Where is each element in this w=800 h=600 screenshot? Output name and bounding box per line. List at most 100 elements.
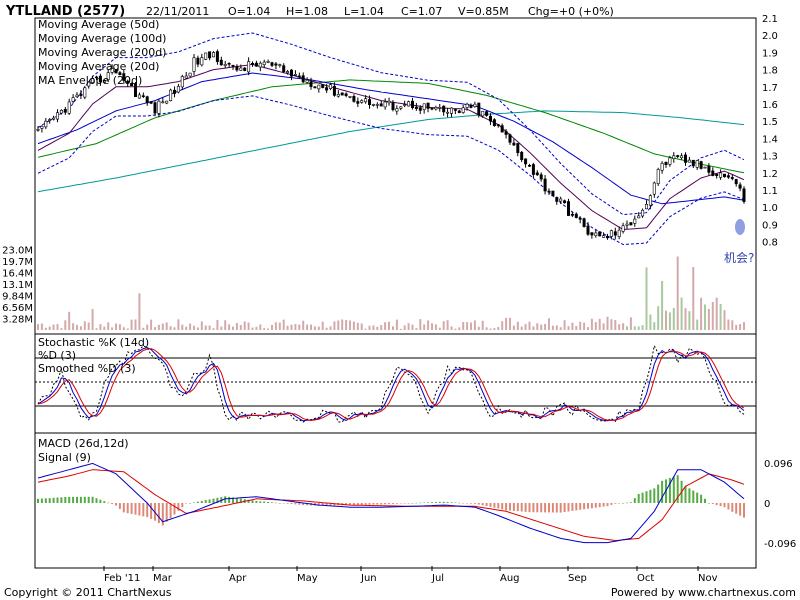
macd-histogram-bar — [512, 503, 515, 511]
price-candle-body — [422, 103, 426, 110]
macd-histogram-bar — [44, 498, 47, 503]
legend-stoch-smoothed: Smoothed %D (3) — [38, 362, 136, 375]
volume-bar — [672, 307, 675, 330]
macd-histogram-bar — [376, 503, 379, 505]
macd-histogram-bar — [419, 502, 422, 504]
volume-tick-label: 13.1M — [2, 280, 33, 291]
macd-histogram-bar — [548, 503, 550, 513]
volume-bar — [193, 325, 195, 330]
price-candle-body — [176, 86, 180, 93]
volume-bar — [629, 317, 632, 330]
price-candle-body — [317, 84, 321, 90]
price-tick-label: 1.3 — [762, 152, 778, 163]
macd-histogram-bar — [232, 497, 234, 503]
price-candle-body — [379, 103, 383, 107]
price-candle-body — [360, 100, 364, 103]
macd-histogram-bar — [204, 500, 207, 503]
volume-bar — [501, 321, 504, 330]
macd-histogram-bar — [493, 503, 496, 508]
price-candle-body — [215, 51, 219, 62]
macd-histogram-bar — [540, 503, 543, 513]
price-candle-body — [235, 66, 239, 71]
price-candle-body — [594, 232, 598, 236]
price-candle-body — [582, 218, 586, 227]
price-candle-body — [469, 105, 473, 108]
macd-tick-label: 0 — [764, 499, 770, 510]
volume-bar — [263, 328, 266, 330]
volume-bar — [665, 310, 667, 330]
volume-bar — [696, 319, 699, 330]
price-candle-body — [563, 200, 567, 204]
volume-bar — [111, 327, 114, 330]
volume-bar — [618, 324, 621, 330]
macd-histogram-bar — [91, 496, 94, 504]
volume-bar — [563, 320, 566, 330]
macd-histogram-bar — [259, 501, 262, 503]
price-candle-body — [680, 155, 684, 159]
price-candle-body — [656, 169, 660, 184]
macd-histogram-bar — [626, 502, 628, 504]
price-candle-body — [707, 166, 711, 173]
macd-histogram-bar — [579, 503, 582, 510]
price-candle-body — [258, 62, 262, 68]
volume-bar — [44, 327, 47, 330]
volume-bar — [579, 321, 582, 330]
macd-histogram-bar — [185, 503, 188, 504]
macd-histogram-bar — [189, 503, 192, 504]
price-candle-body — [204, 52, 208, 60]
macd-histogram-bar — [83, 496, 86, 504]
price-candle-body — [356, 101, 360, 104]
price-tick-label: 1.9 — [762, 48, 778, 59]
volume-bar — [524, 324, 527, 330]
header-date: 22/11/2011 — [146, 5, 209, 18]
volume-bar — [239, 325, 242, 330]
ma200-line — [37, 110, 745, 193]
volume-bar — [87, 322, 90, 330]
price-candle-body — [613, 231, 617, 236]
volume-bar — [64, 320, 67, 330]
price-candle-body — [95, 76, 99, 79]
macd-histogram-bar — [567, 503, 570, 512]
macd-histogram-bar — [423, 502, 426, 503]
price-candle-body — [141, 95, 145, 97]
price-candle-body — [453, 109, 457, 111]
volume-bar — [395, 319, 398, 330]
macd-histogram-bar — [111, 503, 114, 505]
macd-histogram-bar — [637, 494, 640, 503]
macd-histogram-bar — [528, 503, 531, 513]
volume-bar — [384, 322, 387, 330]
date-axis-label: Apr — [229, 573, 247, 584]
macd-histogram-bar — [497, 503, 500, 509]
volume-bar — [274, 322, 277, 330]
price-candle-body — [547, 190, 551, 193]
macd-histogram-bar — [399, 503, 402, 504]
macd-histogram-bar — [477, 503, 480, 505]
macd-histogram-bar — [68, 496, 71, 504]
highlight-marker — [735, 219, 745, 235]
price-candle-body — [477, 102, 481, 116]
volume-bar — [466, 322, 469, 330]
volume-bar — [352, 321, 355, 330]
volume-bar — [341, 319, 344, 330]
price-candle-body — [98, 75, 102, 83]
macd-histogram-bar — [454, 502, 457, 503]
volume-bar — [134, 319, 137, 330]
price-candle-body — [262, 61, 266, 65]
price-candle-body — [574, 213, 578, 218]
price-candle-body — [617, 229, 621, 237]
volume-bar — [337, 320, 340, 330]
price-candle-body — [122, 73, 126, 81]
volume-bar — [376, 326, 379, 330]
macd-histogram-bar — [466, 503, 469, 504]
volume-bar — [731, 320, 734, 330]
volume-bar — [118, 324, 121, 330]
price-candle-body — [286, 71, 290, 74]
macd-histogram-bar — [610, 503, 613, 505]
price-candle-body — [165, 100, 169, 104]
volume-bar — [40, 323, 43, 330]
price-candle-body — [79, 93, 83, 96]
volume-bar — [587, 327, 589, 330]
price-candle-body — [442, 105, 446, 113]
volume-bar — [477, 326, 480, 330]
